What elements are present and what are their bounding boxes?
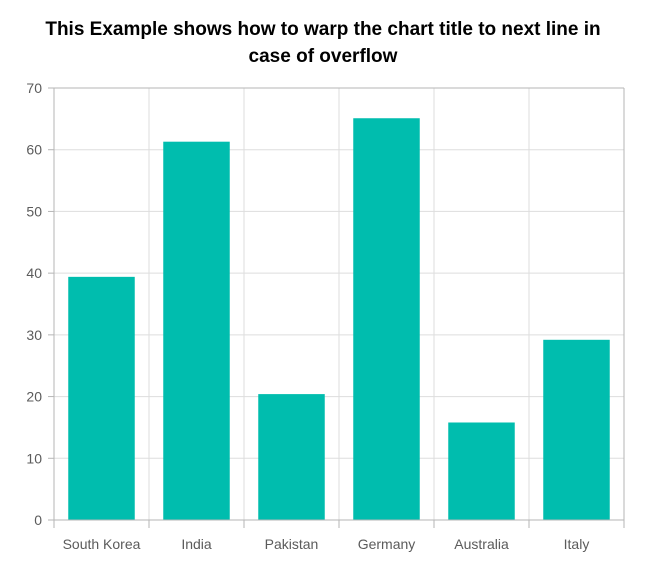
y-tick-label: 0 [34,512,42,528]
y-tick-label: 60 [26,142,42,158]
x-tick-label: South Korea [63,536,141,552]
bar-south-korea[interactable] [68,276,135,520]
axes [48,87,625,528]
bar-italy[interactable] [543,339,610,520]
bar-india[interactable] [163,141,230,521]
y-axis-tick-labels: 0 10 20 30 40 50 60 70 [26,80,42,528]
y-tick-label: 10 [26,450,42,466]
chart-title-line-2: case of overflow [249,46,398,67]
x-tick-label: India [181,536,212,552]
y-tick-label: 20 [26,389,42,405]
bar-australia[interactable] [448,422,515,520]
y-tick-label: 30 [26,327,42,343]
chart-title-line-1: This Example shows how to warp the chart… [45,19,600,40]
x-tick-label: Germany [358,536,416,552]
bar-pakistan[interactable] [258,394,325,520]
bar-germany[interactable] [353,118,420,521]
x-axis-tick-labels: South Korea India Pakistan Germany Australia… [63,536,590,552]
x-tick-label: Australia [454,536,509,552]
x-tick-label: Italy [564,536,590,552]
chart-title: This Example shows how to warp the chart… [45,19,600,67]
x-tick-label: Pakistan [265,536,319,552]
y-tick-label: 50 [26,203,42,219]
bar-series [68,118,610,521]
y-tick-label: 70 [26,80,42,96]
y-tick-label: 40 [26,265,42,281]
gridlines [54,87,624,520]
